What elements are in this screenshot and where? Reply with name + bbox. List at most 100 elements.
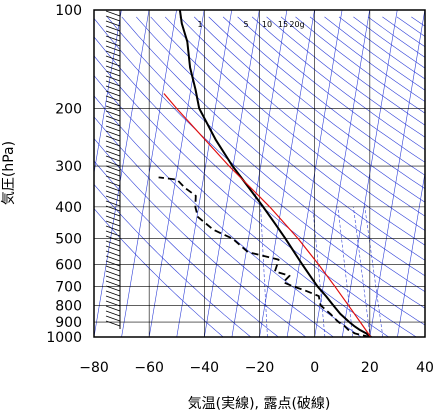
wind-barb — [105, 50, 121, 57]
mixing-ratio-line — [312, 206, 326, 337]
x-tick-label: −60 — [134, 360, 164, 376]
wind-barb — [105, 105, 121, 112]
dry-adiabat-line — [94, 75, 390, 337]
wind-barb — [105, 280, 121, 287]
wind-barb — [105, 25, 121, 32]
wind-barb — [105, 95, 121, 102]
wind-barb — [105, 15, 121, 22]
dry-adiabat-line — [94, 208, 224, 337]
y-tick-label: 200 — [55, 101, 82, 117]
isotherm-line — [314, 10, 370, 337]
dry-adiabat-line — [411, 16, 425, 27]
x-tick-label: 0 — [310, 360, 319, 376]
x-tick-label: −20 — [245, 360, 275, 376]
isotherm-line — [204, 10, 260, 337]
wind-barb — [105, 135, 121, 142]
wind-barb — [105, 265, 121, 272]
wind-barb — [105, 270, 121, 277]
wind-barb — [105, 175, 121, 182]
mixing-ratio-line — [337, 206, 354, 337]
y-tick-label: 900 — [55, 315, 82, 331]
mixing-ratio-label: 10 — [262, 20, 272, 29]
wind-barb — [105, 205, 121, 212]
wind-barb — [105, 140, 121, 147]
wind-barb — [105, 40, 121, 47]
dry-adiabat-line — [94, 36, 425, 326]
wind-barb — [105, 290, 121, 297]
wind-barb — [105, 115, 121, 122]
mixing-ratio-label: 5 — [243, 20, 248, 29]
dry-adiabat-line — [193, 16, 425, 203]
wind-barb — [105, 150, 121, 157]
mixing-ratio-label: 1 — [197, 20, 202, 29]
x-tick-labels: −80 −60 −40 −20 0 20 40 — [79, 360, 434, 376]
wind-barb — [105, 75, 121, 82]
dry-adiabat-line — [353, 16, 425, 69]
dry-adiabat-line — [396, 16, 425, 37]
wind-barb — [105, 285, 121, 292]
dry-adiabat-line — [94, 138, 307, 337]
dry-adiabat-line — [237, 16, 425, 163]
wind-barb — [105, 220, 121, 227]
wind-barb — [105, 160, 121, 167]
wind-barb — [105, 315, 121, 322]
parcel-line — [163, 93, 372, 337]
wind-barbs — [105, 10, 121, 329]
isotherm-line — [397, 171, 425, 337]
wind-barb — [105, 195, 121, 202]
dry-adiabat-line — [94, 55, 417, 337]
wind-barb — [105, 245, 121, 252]
x-tick-label: 20 — [361, 360, 379, 376]
y-tick-label: 500 — [55, 232, 82, 248]
dry-adiabat-line — [222, 16, 425, 176]
dry-adiabat-line — [150, 16, 425, 246]
wind-barb — [105, 215, 121, 222]
wind-barb — [105, 70, 121, 77]
wind-barb — [105, 155, 121, 162]
isotherm-line — [369, 10, 425, 337]
dry-adiabat-line — [251, 16, 425, 151]
wind-barb — [105, 145, 121, 152]
wind-barb — [105, 90, 121, 97]
isotherm-line — [259, 10, 315, 337]
dry-adiabat-line — [94, 17, 425, 309]
wind-barb — [105, 250, 121, 257]
dry-adiabat-line — [426, 17, 435, 344]
wind-barb — [105, 60, 121, 67]
y-tick-label: 600 — [55, 257, 82, 273]
wind-barb — [105, 295, 121, 302]
wind-barb — [105, 235, 121, 242]
wind-barb — [105, 165, 121, 172]
dry-adiabat-line — [179, 16, 425, 217]
wind-barb — [105, 100, 121, 107]
dry-adiabat-line — [121, 16, 425, 277]
temperature-line — [178, 10, 372, 337]
wind-barb — [105, 210, 121, 217]
wind-barb — [105, 20, 121, 27]
wind-barb — [105, 185, 121, 192]
dry-adiabat-line — [136, 16, 425, 261]
mixing-ratio-labels: 1 5 10 15 20g — [197, 20, 304, 29]
wind-barb — [105, 230, 121, 237]
wind-barb — [105, 45, 121, 52]
dry-adiabat-line — [164, 16, 425, 231]
wind-barb — [105, 240, 121, 247]
x-tick-label: −40 — [190, 360, 220, 376]
x-tick-label: 40 — [416, 360, 434, 376]
mixing-ratio-line — [364, 206, 384, 337]
y-tick-label: 1000 — [46, 330, 82, 346]
wind-barb — [105, 310, 121, 317]
y-axis-label: 気圧(hPa) — [1, 141, 17, 205]
wind-barb — [105, 130, 121, 137]
wind-barb — [105, 170, 121, 177]
wind-barb — [105, 85, 121, 92]
x-tick-label: −80 — [79, 360, 109, 376]
series-group — [158, 10, 372, 337]
wind-barb — [105, 30, 121, 37]
mixing-ratio-line — [353, 206, 371, 337]
mixing-ratio-label: 20g — [289, 20, 304, 29]
wind-barb — [105, 190, 121, 197]
wind-barb — [105, 225, 121, 232]
